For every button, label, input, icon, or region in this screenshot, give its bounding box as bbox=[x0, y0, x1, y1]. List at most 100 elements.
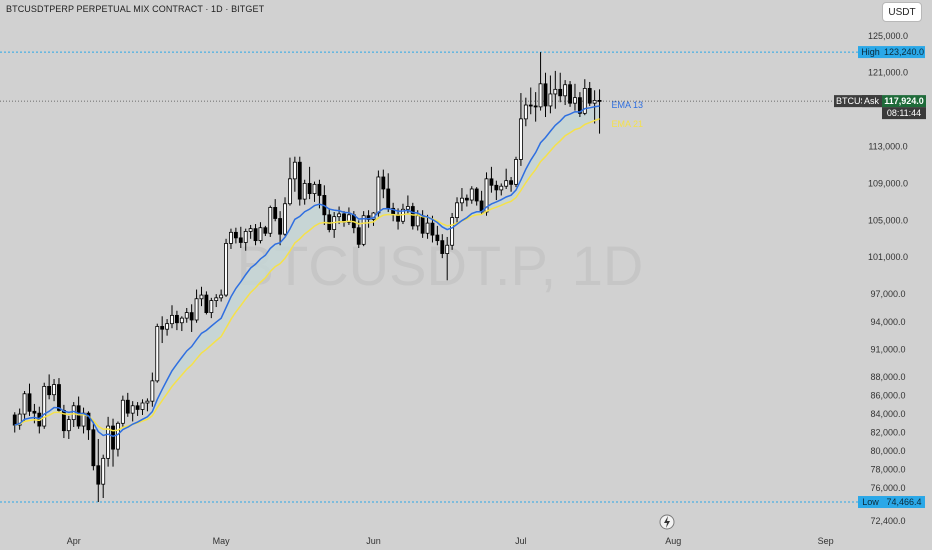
candle bbox=[302, 179, 307, 205]
currency-button[interactable]: USDT bbox=[882, 2, 922, 22]
candle bbox=[229, 228, 233, 249]
y-tick-label: 94,000.0 bbox=[870, 317, 905, 327]
candle-body-up bbox=[243, 231, 248, 243]
candle-body-down bbox=[568, 84, 572, 104]
candle bbox=[214, 294, 219, 308]
symbol-tag: BTCUSDT.P bbox=[836, 96, 886, 106]
ask-tag-bg bbox=[862, 95, 882, 108]
candle-body-up bbox=[116, 422, 120, 450]
candle bbox=[116, 421, 120, 457]
candle bbox=[577, 92, 582, 118]
candle-body-down bbox=[91, 429, 96, 467]
candle-body-down bbox=[386, 188, 391, 209]
x-tick-label: Jul bbox=[515, 536, 527, 546]
candle-body-up bbox=[312, 183, 317, 194]
candle-body-up bbox=[209, 300, 214, 313]
candle-body-down bbox=[533, 105, 538, 108]
candle-body-up bbox=[582, 88, 587, 114]
low-tag-value-bg bbox=[883, 496, 925, 509]
y-tick-label: 86,000.0 bbox=[870, 391, 905, 401]
candle-body-up bbox=[184, 312, 189, 319]
candle bbox=[101, 454, 106, 499]
lightning-icon-glyph[interactable] bbox=[664, 516, 670, 528]
candle-body-up bbox=[248, 228, 253, 232]
candle-body-down bbox=[577, 97, 582, 114]
candle bbox=[130, 401, 135, 422]
y-tick-label: 84,000.0 bbox=[870, 409, 905, 419]
candle-body-up bbox=[450, 217, 455, 246]
candle-body-down bbox=[489, 178, 494, 186]
y-tick-label: 80,000.0 bbox=[870, 446, 905, 456]
candle bbox=[57, 378, 61, 413]
candle-body-down bbox=[307, 183, 312, 194]
candle-body-down bbox=[435, 234, 440, 242]
candle bbox=[91, 420, 96, 471]
candle-body-up bbox=[52, 384, 56, 396]
candle-body-down bbox=[233, 231, 238, 239]
candle-body-up bbox=[302, 183, 307, 200]
candle-body-down bbox=[558, 88, 563, 97]
ema21-label: EMA 21 bbox=[612, 119, 644, 129]
candle bbox=[518, 93, 523, 166]
candle-body-down bbox=[356, 227, 361, 245]
candle-body-up bbox=[514, 159, 518, 185]
candle-body-up bbox=[165, 323, 170, 330]
candle bbox=[460, 188, 464, 212]
candle-body-up bbox=[425, 222, 430, 234]
candle bbox=[253, 224, 258, 246]
candle bbox=[361, 211, 366, 247]
candle-body-up bbox=[337, 213, 342, 218]
candle-body-up bbox=[199, 294, 204, 300]
y-tick-label: 82,000.0 bbox=[870, 428, 905, 438]
candle bbox=[160, 316, 165, 344]
candle bbox=[597, 89, 602, 134]
candle bbox=[135, 402, 140, 416]
candle-body-down bbox=[278, 218, 283, 235]
x-tick-label: Aug bbox=[665, 536, 681, 546]
candle bbox=[538, 52, 543, 111]
candle bbox=[464, 194, 469, 207]
candle bbox=[248, 224, 253, 239]
candle bbox=[96, 438, 101, 503]
ask-tag: Ask bbox=[864, 96, 880, 106]
candle bbox=[563, 80, 568, 106]
candle bbox=[440, 234, 445, 259]
candle-body-up bbox=[219, 294, 224, 299]
candle-body-down bbox=[253, 228, 258, 242]
candle-body-up bbox=[346, 214, 351, 223]
y-tick-label: 109,000.0 bbox=[868, 178, 908, 188]
candle bbox=[27, 383, 32, 416]
candle bbox=[499, 183, 504, 196]
candle-body-down bbox=[135, 405, 140, 410]
y-tick-label: 76,000.0 bbox=[870, 483, 905, 493]
candle bbox=[494, 180, 499, 201]
candle-body-up bbox=[455, 202, 459, 218]
candle-body-down bbox=[189, 312, 194, 321]
candle bbox=[263, 225, 268, 237]
y-tick-label: 72,400.0 bbox=[870, 516, 905, 526]
candle bbox=[199, 286, 204, 307]
candle-body-down bbox=[420, 215, 425, 234]
candle bbox=[553, 70, 558, 109]
candle bbox=[548, 75, 553, 114]
y-tick-label: 121,000.0 bbox=[868, 68, 908, 78]
candle-body-down bbox=[47, 385, 52, 396]
candle bbox=[376, 170, 381, 217]
candle-body-down bbox=[494, 184, 499, 191]
candle bbox=[155, 323, 160, 383]
candle bbox=[474, 187, 479, 206]
y-tick-label: 113,000.0 bbox=[868, 142, 907, 152]
ema21-line bbox=[14, 118, 600, 432]
candle-body-up bbox=[499, 185, 504, 191]
candle-body-down bbox=[430, 222, 435, 236]
candle-body-down bbox=[410, 206, 415, 227]
candle bbox=[509, 176, 514, 192]
candle-body-up bbox=[592, 100, 597, 104]
candle-body-down bbox=[86, 412, 91, 431]
lightning-icon[interactable] bbox=[659, 514, 675, 530]
candle bbox=[179, 316, 184, 332]
candle-body-down bbox=[238, 237, 243, 243]
candle bbox=[66, 415, 71, 439]
